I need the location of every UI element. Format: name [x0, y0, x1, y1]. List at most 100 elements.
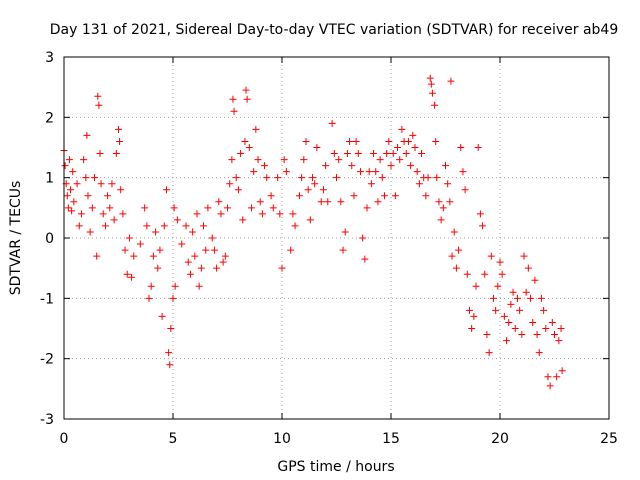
- data-point: [394, 144, 402, 151]
- data-point: [509, 288, 517, 296]
- data-point: [328, 119, 336, 127]
- data-point: [468, 325, 476, 332]
- data-point: [230, 107, 238, 115]
- data-point: [160, 222, 168, 230]
- x-tick-label: 20: [491, 431, 509, 447]
- data-point: [274, 174, 282, 182]
- data-point: [335, 156, 343, 164]
- data-point: [83, 131, 91, 139]
- data-point: [557, 325, 565, 332]
- data-point: [343, 150, 351, 158]
- data-point: [459, 168, 467, 176]
- data-point: [529, 318, 537, 326]
- data-point: [256, 198, 264, 206]
- data-point: [195, 282, 203, 290]
- data-point: [444, 180, 452, 188]
- data-point: [352, 137, 360, 145]
- data-point: [404, 137, 412, 145]
- data-point: [91, 174, 99, 182]
- y-tick-label: -3: [40, 412, 54, 428]
- data-point: [527, 294, 535, 302]
- data-point: [282, 168, 290, 176]
- plot-frame: [63, 56, 610, 420]
- data-point: [337, 198, 345, 206]
- data-point: [485, 349, 493, 357]
- data-point: [348, 162, 356, 170]
- data-point: [112, 150, 120, 158]
- data-point: [70, 198, 78, 206]
- data-point: [558, 367, 566, 375]
- data-point: [324, 198, 332, 206]
- data-point: [170, 204, 178, 212]
- data-point: [309, 174, 317, 182]
- data-point: [437, 216, 445, 224]
- grid: [64, 57, 609, 419]
- data-point: [402, 150, 410, 158]
- data-point: [106, 204, 114, 212]
- data-point: [411, 144, 419, 151]
- data-point: [141, 204, 149, 212]
- data-point: [108, 180, 116, 188]
- data-point: [171, 282, 179, 290]
- data-point: [241, 137, 249, 145]
- data-point: [152, 228, 160, 236]
- data-point: [115, 125, 122, 133]
- data-points: [60, 74, 566, 390]
- data-point: [339, 246, 347, 254]
- data-point: [243, 95, 251, 103]
- data-point: [432, 137, 440, 145]
- data-point: [396, 156, 404, 164]
- data-point: [217, 210, 225, 218]
- data-point: [250, 168, 258, 176]
- data-point: [295, 192, 303, 200]
- data-point: [548, 318, 556, 326]
- data-point: [210, 246, 218, 254]
- data-point: [306, 216, 314, 224]
- y-tick-label: 1: [45, 171, 54, 187]
- data-point: [245, 144, 253, 151]
- y-tick-label: -2: [40, 352, 54, 368]
- data-point: [186, 270, 194, 278]
- data-point: [524, 264, 532, 272]
- data-point: [215, 198, 223, 206]
- data-point: [370, 150, 378, 158]
- data-point: [101, 222, 109, 230]
- data-point: [193, 210, 201, 218]
- data-point: [252, 125, 260, 133]
- data-point: [455, 246, 463, 254]
- data-point: [535, 349, 543, 357]
- data-point: [385, 137, 393, 145]
- data-point: [184, 258, 192, 266]
- data-point: [254, 156, 262, 164]
- data-point: [522, 288, 530, 296]
- data-point: [496, 258, 504, 266]
- data-point: [461, 186, 469, 194]
- data-point: [221, 252, 229, 260]
- data-point: [551, 331, 558, 339]
- data-point: [415, 180, 423, 188]
- data-point: [319, 186, 327, 194]
- data-point: [537, 294, 545, 302]
- data-point: [228, 156, 236, 164]
- data-point: [356, 168, 364, 176]
- data-point: [494, 282, 502, 290]
- data-point: [291, 222, 299, 230]
- data-point: [80, 156, 88, 164]
- data-point: [446, 198, 454, 206]
- data-point: [237, 150, 245, 158]
- data-point: [165, 349, 173, 357]
- data-point: [166, 361, 174, 369]
- data-point: [511, 325, 519, 332]
- data-point: [365, 168, 373, 176]
- data-point: [383, 150, 391, 158]
- data-point: [234, 186, 242, 194]
- data-point: [178, 240, 186, 248]
- data-point: [418, 150, 426, 158]
- data-point: [158, 312, 166, 320]
- x-tick-label: 15: [382, 431, 400, 447]
- data-point: [533, 331, 541, 339]
- data-point: [182, 222, 190, 230]
- data-point: [75, 222, 83, 230]
- data-point: [200, 222, 208, 230]
